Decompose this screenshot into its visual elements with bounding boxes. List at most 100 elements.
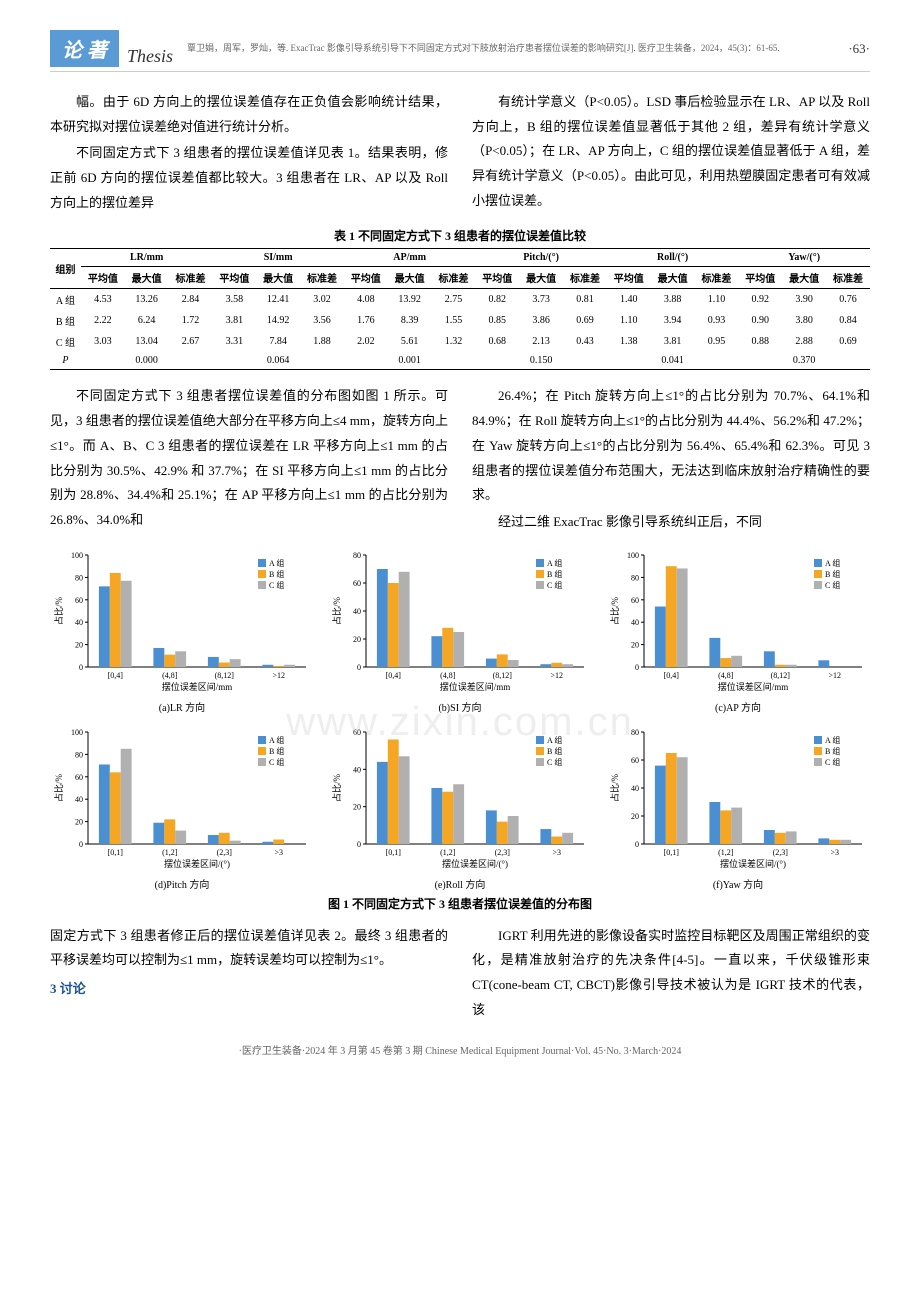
table-cell: 13.04 bbox=[125, 331, 169, 352]
legend-swatch bbox=[258, 747, 266, 755]
section-badge-cn: 论 著 bbox=[50, 30, 119, 67]
table-p-cell: 0.064 bbox=[212, 352, 343, 370]
table-cell: 2.84 bbox=[169, 289, 213, 311]
bar bbox=[786, 831, 797, 844]
legend-swatch bbox=[536, 747, 544, 755]
table-row-label: A 组 bbox=[50, 289, 81, 311]
table1-subheader: 最大值 bbox=[651, 267, 695, 289]
svg-text:(2,3]: (2,3] bbox=[773, 848, 789, 857]
table1-subheader: 标准差 bbox=[563, 267, 607, 289]
bar bbox=[164, 654, 175, 666]
legend-swatch bbox=[258, 559, 266, 567]
table-cell: 1.10 bbox=[695, 289, 739, 311]
chart-0: 020406080100占比/%[0,4](4,8](8,12]>12摆位误差区… bbox=[50, 547, 314, 714]
bar bbox=[377, 569, 388, 667]
table1-subheader: 平均值 bbox=[475, 267, 519, 289]
legend-swatch bbox=[536, 559, 544, 567]
svg-text:60: 60 bbox=[631, 595, 639, 604]
bar bbox=[388, 739, 399, 844]
svg-text:[0,4]: [0,4] bbox=[664, 671, 680, 680]
mid-right-column: 26.4%；在 Pitch 旋转方向上≤1°的占比分别为 70.7%、64.1%… bbox=[472, 384, 870, 536]
svg-text:A 组: A 组 bbox=[269, 558, 284, 568]
table1-metric-3: Pitch/(°) bbox=[475, 249, 606, 267]
bar bbox=[497, 821, 508, 843]
table1-metric-2: AP/mm bbox=[344, 249, 475, 267]
table-cell: 13.26 bbox=[125, 289, 169, 311]
table1-subheader: 平均值 bbox=[738, 267, 782, 289]
svg-text:0: 0 bbox=[635, 840, 639, 849]
svg-text:100: 100 bbox=[71, 728, 83, 737]
table-cell: 2.13 bbox=[519, 331, 563, 352]
svg-text:40: 40 bbox=[631, 618, 639, 627]
table1: 组别 LR/mm SI/mm AP/mm Pitch/(°) Roll/(°) … bbox=[50, 248, 870, 370]
bar bbox=[731, 807, 742, 843]
bar bbox=[508, 660, 519, 667]
bar bbox=[677, 568, 688, 667]
svg-text:80: 80 bbox=[631, 728, 639, 737]
table-p-cell: 0.150 bbox=[475, 352, 606, 370]
svg-text:>3: >3 bbox=[830, 848, 839, 857]
bar bbox=[775, 664, 786, 666]
legend-swatch bbox=[536, 736, 544, 744]
table-cell: 2.67 bbox=[169, 331, 213, 352]
table-row: A 组4.5313.262.843.5812.413.024.0813.922.… bbox=[50, 289, 870, 311]
bar bbox=[377, 761, 388, 843]
svg-text:C 组: C 组 bbox=[825, 580, 840, 590]
svg-text:>12: >12 bbox=[272, 671, 285, 680]
chart-caption-4: (e)Roll 方向 bbox=[435, 876, 486, 891]
svg-text:占比/%: 占比/% bbox=[331, 596, 342, 625]
table-cell: 3.88 bbox=[651, 289, 695, 311]
table-cell: 0.76 bbox=[826, 289, 870, 311]
bar bbox=[540, 829, 551, 844]
table1-subheader: 最大值 bbox=[388, 267, 432, 289]
svg-text:60: 60 bbox=[353, 728, 361, 737]
svg-text:40: 40 bbox=[353, 765, 361, 774]
page-footer: ·医疗卫生装备·2024 年 3 月第 45 卷第 3 期 Chinese Me… bbox=[50, 1042, 870, 1057]
bar bbox=[230, 659, 241, 667]
svg-text:占比/%: 占比/% bbox=[53, 596, 64, 625]
right-column: 有统计学意义（P<0.05）。LSD 事后检验显示在 LR、AP 以及 Roll… bbox=[472, 90, 870, 217]
mid-left-column: 不同固定方式下 3 组患者摆位误差值的分布图如图 1 所示。可见，3 组患者的摆… bbox=[50, 384, 448, 536]
svg-text:A 组: A 组 bbox=[825, 735, 840, 745]
table1-subheader: 平均值 bbox=[81, 267, 125, 289]
bar bbox=[486, 658, 497, 666]
table-cell: 3.31 bbox=[212, 331, 256, 352]
svg-text:(1,2]: (1,2] bbox=[162, 848, 178, 857]
svg-text:100: 100 bbox=[627, 551, 639, 560]
bar bbox=[208, 835, 219, 844]
svg-text:B 组: B 组 bbox=[269, 569, 284, 579]
header-left: 论 著 Thesis bbox=[50, 30, 173, 67]
table-row-label: C 组 bbox=[50, 331, 81, 352]
chart-1: 020406080占比/%[0,4](4,8](8,12]>12摆位误差区间/m… bbox=[328, 547, 592, 714]
svg-text:0: 0 bbox=[79, 840, 83, 849]
table-cell: 1.32 bbox=[432, 331, 476, 352]
table-cell: 2.22 bbox=[81, 310, 125, 331]
table1-subheader: 标准差 bbox=[169, 267, 213, 289]
table-cell: 3.90 bbox=[782, 289, 826, 311]
bar bbox=[786, 664, 797, 666]
table-cell: 3.94 bbox=[651, 310, 695, 331]
table1-subheader: 标准差 bbox=[826, 267, 870, 289]
table-cell: 1.10 bbox=[607, 310, 651, 331]
svg-text:C 组: C 组 bbox=[269, 757, 284, 767]
bar bbox=[219, 662, 230, 666]
table-cell: 6.24 bbox=[125, 310, 169, 331]
table-cell: 0.82 bbox=[475, 289, 519, 311]
table1-subheader: 最大值 bbox=[256, 267, 300, 289]
svg-text:(2,3]: (2,3] bbox=[495, 848, 511, 857]
table-cell: 3.81 bbox=[212, 310, 256, 331]
top-columns: 幅。由于 6D 方向上的摆位误差值存在正负值会影响统计结果，本研究拟对摆位误差绝… bbox=[50, 90, 870, 217]
svg-text:(4,8]: (4,8] bbox=[440, 671, 456, 680]
legend-swatch bbox=[258, 581, 266, 589]
bar bbox=[775, 832, 786, 843]
svg-text:20: 20 bbox=[75, 817, 83, 826]
page-number: ·63· bbox=[848, 41, 870, 57]
svg-text:[0,1]: [0,1] bbox=[108, 848, 124, 857]
svg-text:60: 60 bbox=[353, 579, 361, 588]
table1-metric-1: SI/mm bbox=[212, 249, 343, 267]
bar bbox=[829, 839, 840, 843]
svg-text:摆位误差区间/(°): 摆位误差区间/(°) bbox=[164, 858, 230, 869]
bar bbox=[453, 784, 464, 844]
legend-swatch bbox=[814, 747, 822, 755]
table1-metric-4: Roll/(°) bbox=[607, 249, 738, 267]
